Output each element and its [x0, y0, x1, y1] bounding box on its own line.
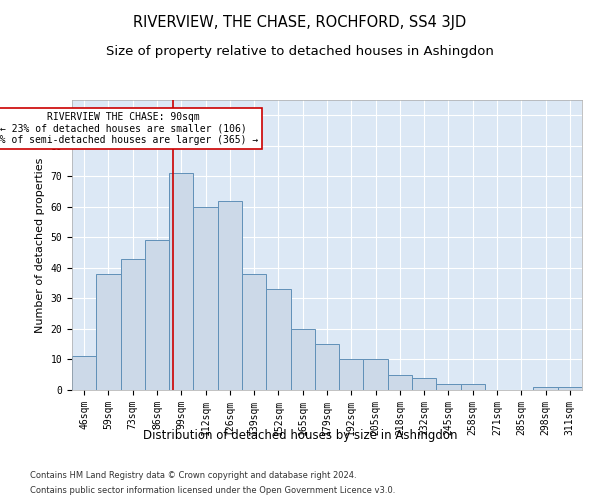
Bar: [96, 274, 121, 390]
Bar: [290, 329, 315, 390]
Text: RIVERVIEW, THE CHASE, ROCHFORD, SS4 3JD: RIVERVIEW, THE CHASE, ROCHFORD, SS4 3JD: [133, 15, 467, 30]
Bar: [412, 378, 436, 390]
Bar: [388, 374, 412, 390]
Text: Contains HM Land Registry data © Crown copyright and database right 2024.: Contains HM Land Registry data © Crown c…: [30, 471, 356, 480]
Bar: [533, 387, 558, 390]
Bar: [72, 356, 96, 390]
Bar: [339, 360, 364, 390]
Bar: [121, 258, 145, 390]
Bar: [461, 384, 485, 390]
Text: RIVERVIEW THE CHASE: 90sqm
← 23% of detached houses are smaller (106)
77% of sem: RIVERVIEW THE CHASE: 90sqm ← 23% of deta…: [0, 112, 258, 146]
Text: Distribution of detached houses by size in Ashingdon: Distribution of detached houses by size …: [143, 428, 457, 442]
Bar: [218, 200, 242, 390]
Bar: [364, 360, 388, 390]
Bar: [242, 274, 266, 390]
Bar: [145, 240, 169, 390]
Bar: [436, 384, 461, 390]
Bar: [193, 207, 218, 390]
Bar: [315, 344, 339, 390]
Y-axis label: Number of detached properties: Number of detached properties: [35, 158, 45, 332]
Bar: [169, 174, 193, 390]
Bar: [266, 290, 290, 390]
Text: Size of property relative to detached houses in Ashingdon: Size of property relative to detached ho…: [106, 45, 494, 58]
Text: Contains public sector information licensed under the Open Government Licence v3: Contains public sector information licen…: [30, 486, 395, 495]
Bar: [558, 387, 582, 390]
